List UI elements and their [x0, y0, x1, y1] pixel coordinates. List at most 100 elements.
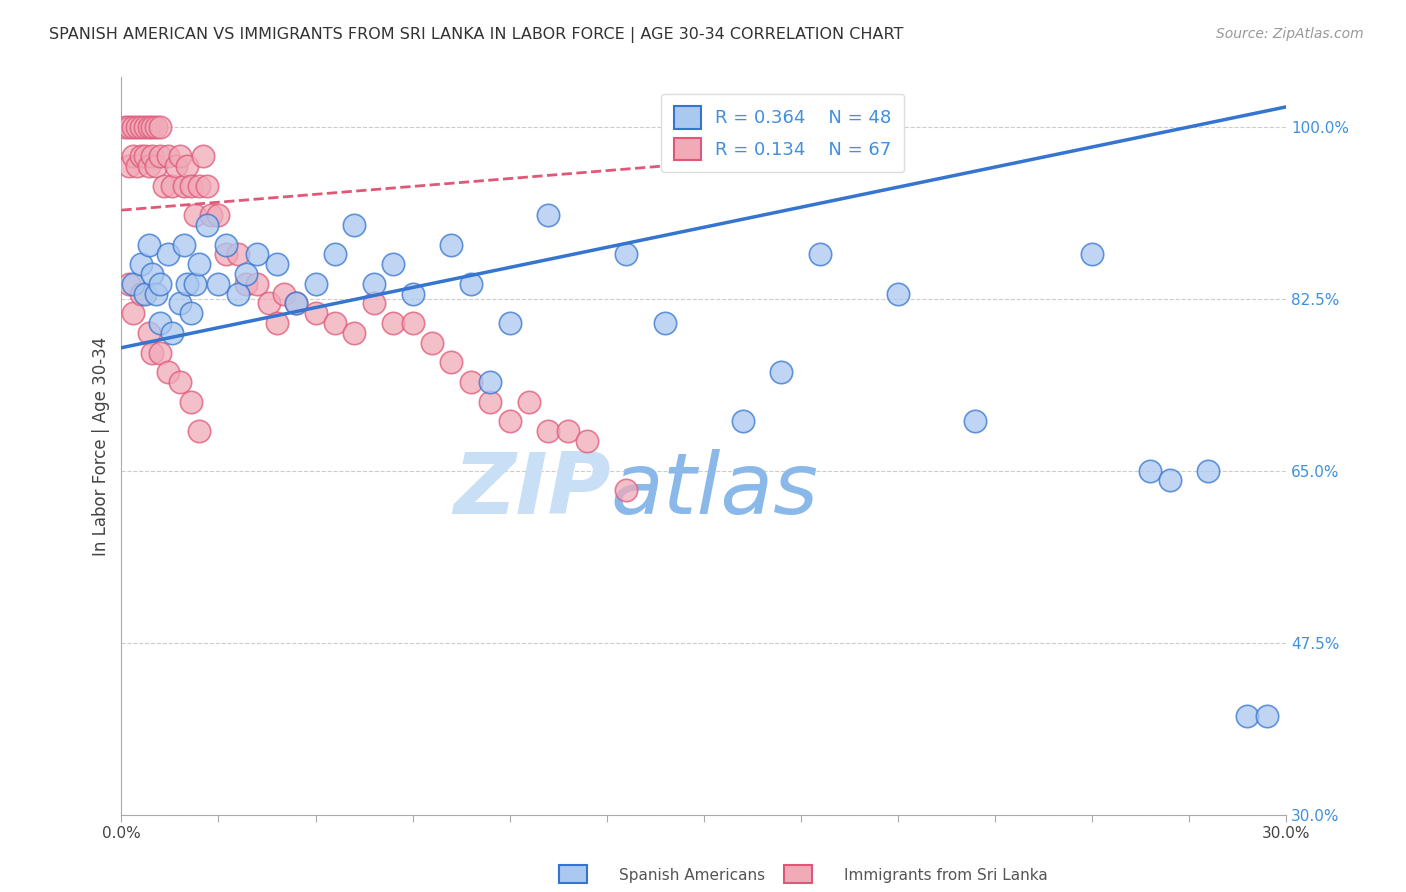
- Point: [246, 277, 269, 291]
- Point: [440, 355, 463, 369]
- Point: [160, 326, 183, 340]
- Point: [149, 316, 172, 330]
- Point: [304, 306, 326, 320]
- Point: [176, 159, 198, 173]
- Point: [141, 345, 163, 359]
- Point: [157, 149, 180, 163]
- Point: [537, 208, 560, 222]
- Point: [157, 365, 180, 379]
- Point: [149, 277, 172, 291]
- Point: [184, 208, 207, 222]
- Point: [460, 375, 482, 389]
- Point: [363, 277, 385, 291]
- Point: [460, 277, 482, 291]
- Point: [118, 120, 141, 134]
- Point: [145, 120, 167, 134]
- Point: [173, 178, 195, 193]
- Point: [1081, 247, 1104, 261]
- Point: [215, 237, 238, 252]
- Point: [304, 277, 326, 291]
- Point: [323, 247, 346, 261]
- Point: [160, 178, 183, 193]
- Point: [188, 424, 211, 438]
- Point: [129, 257, 152, 271]
- Point: [401, 316, 423, 330]
- Point: [195, 178, 218, 193]
- Point: [266, 316, 288, 330]
- Point: [1159, 474, 1181, 488]
- Point: [479, 375, 502, 389]
- Point: [1236, 709, 1258, 723]
- Point: [226, 286, 249, 301]
- Point: [169, 149, 191, 163]
- Point: [114, 120, 136, 134]
- Point: [273, 286, 295, 301]
- Point: [614, 483, 637, 498]
- Point: [125, 120, 148, 134]
- Point: [1256, 709, 1278, 723]
- Point: [138, 326, 160, 340]
- Point: [118, 159, 141, 173]
- Text: Source: ZipAtlas.com: Source: ZipAtlas.com: [1216, 27, 1364, 41]
- Point: [285, 296, 308, 310]
- Point: [731, 414, 754, 428]
- Point: [200, 208, 222, 222]
- Point: [285, 296, 308, 310]
- Point: [343, 218, 366, 232]
- Text: Spanish Americans: Spanish Americans: [619, 869, 765, 883]
- Point: [257, 296, 280, 310]
- Point: [1197, 464, 1219, 478]
- Point: [149, 120, 172, 134]
- Point: [887, 286, 910, 301]
- Point: [808, 247, 831, 261]
- Point: [180, 394, 202, 409]
- Point: [343, 326, 366, 340]
- Point: [614, 247, 637, 261]
- Point: [654, 316, 676, 330]
- Point: [557, 424, 579, 438]
- Text: ZIP: ZIP: [453, 449, 610, 532]
- Point: [440, 237, 463, 252]
- Point: [129, 286, 152, 301]
- Point: [226, 247, 249, 261]
- Point: [122, 277, 145, 291]
- Point: [207, 208, 229, 222]
- Point: [188, 178, 211, 193]
- Point: [479, 394, 502, 409]
- Text: atlas: atlas: [610, 449, 818, 532]
- Point: [138, 120, 160, 134]
- Point: [1139, 464, 1161, 478]
- Point: [517, 394, 540, 409]
- Point: [134, 286, 156, 301]
- Point: [169, 375, 191, 389]
- Point: [122, 149, 145, 163]
- Point: [118, 277, 141, 291]
- Point: [770, 365, 793, 379]
- Bar: [560, 865, 588, 883]
- Text: Immigrants from Sri Lanka: Immigrants from Sri Lanka: [844, 869, 1047, 883]
- Point: [141, 149, 163, 163]
- Point: [141, 120, 163, 134]
- Point: [122, 306, 145, 320]
- Point: [125, 159, 148, 173]
- Point: [157, 247, 180, 261]
- Point: [363, 296, 385, 310]
- Point: [141, 267, 163, 281]
- Point: [173, 237, 195, 252]
- Point: [207, 277, 229, 291]
- Point: [498, 414, 520, 428]
- Point: [134, 149, 156, 163]
- Y-axis label: In Labor Force | Age 30-34: In Labor Force | Age 30-34: [93, 336, 110, 556]
- Point: [215, 247, 238, 261]
- Point: [138, 237, 160, 252]
- Point: [122, 120, 145, 134]
- Point: [235, 277, 257, 291]
- Point: [191, 149, 214, 163]
- Point: [965, 414, 987, 428]
- Point: [145, 286, 167, 301]
- Point: [195, 218, 218, 232]
- Point: [169, 296, 191, 310]
- Point: [576, 434, 599, 448]
- Bar: [785, 865, 813, 883]
- Point: [184, 277, 207, 291]
